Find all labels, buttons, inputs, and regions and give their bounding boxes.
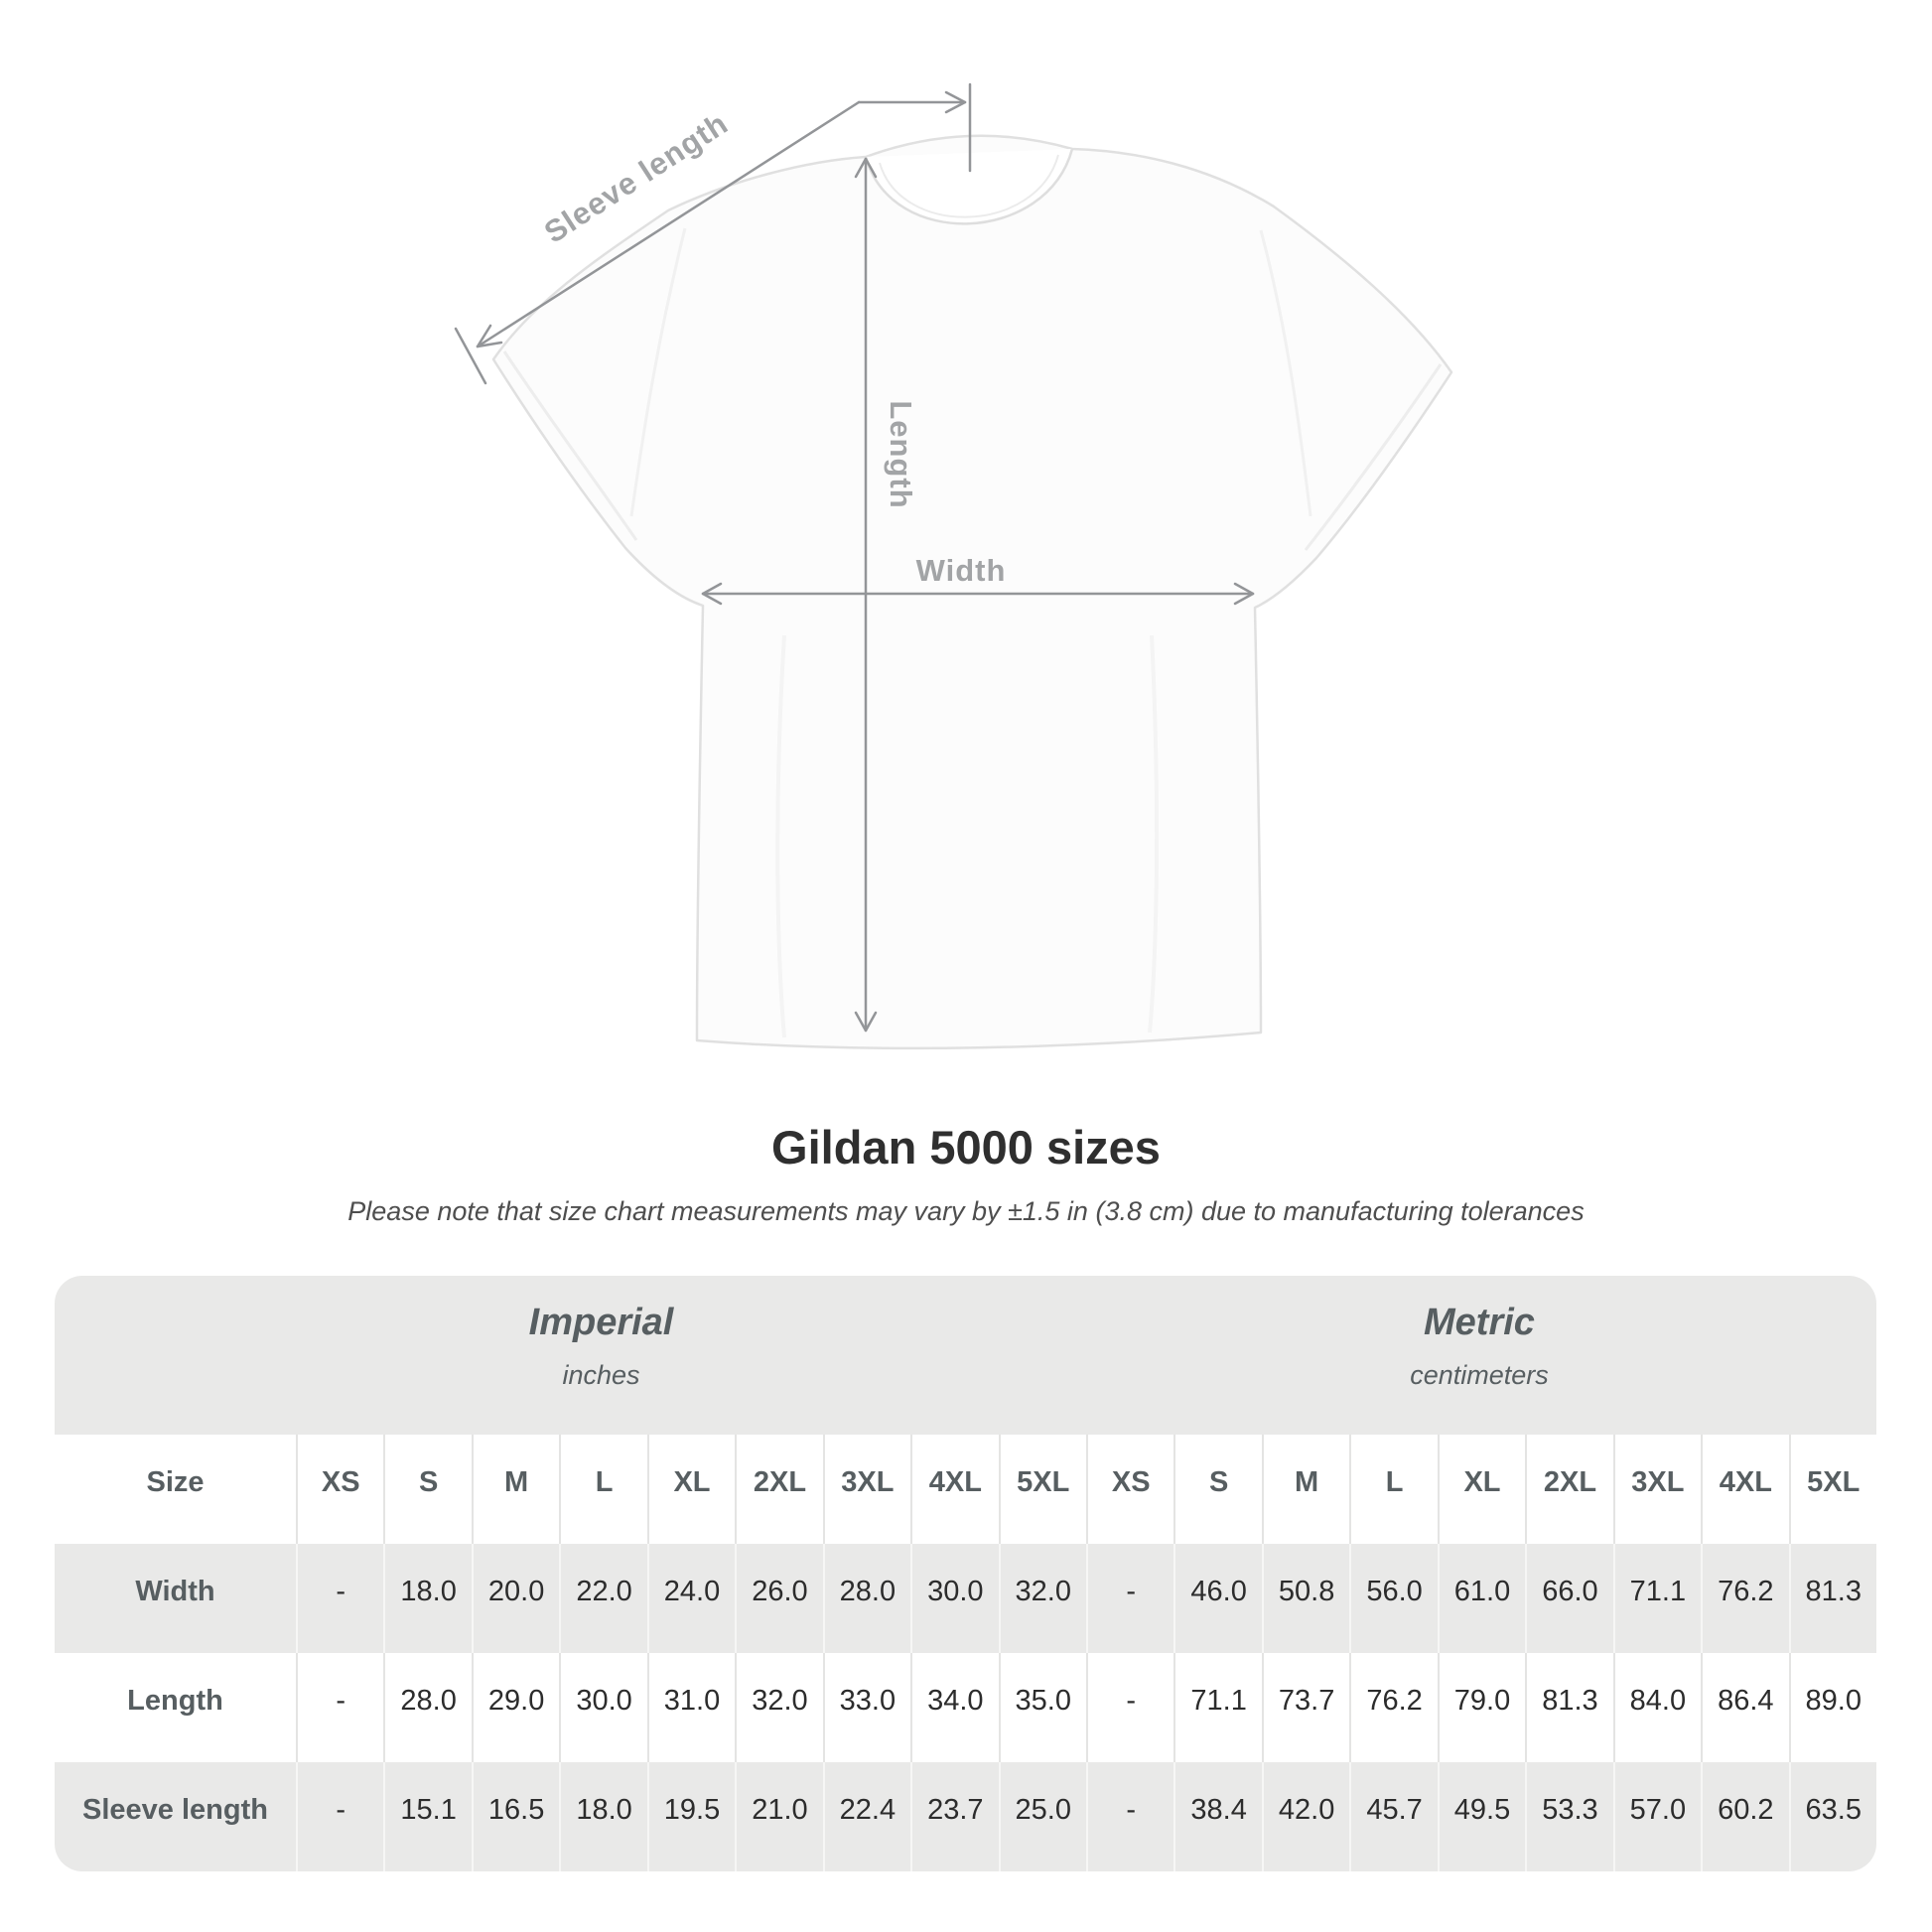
metric-section-header: Metric centimeters xyxy=(1410,1302,1549,1391)
table-row-length: Length - 28.0 29.0 30.0 31.0 32.0 33.0 3… xyxy=(55,1653,1876,1762)
size-col-metric-xs: XS xyxy=(1085,1435,1173,1544)
width-arrow xyxy=(701,582,1255,606)
table-cell: 28.0 xyxy=(822,1544,910,1653)
size-col-imperial-4xl: 4XL xyxy=(910,1435,998,1544)
table-cell: 19.5 xyxy=(646,1762,735,1871)
size-col-metric-s: S xyxy=(1173,1435,1261,1544)
table-cell: - xyxy=(296,1544,383,1653)
tolerance-note: Please note that size chart measurements… xyxy=(347,1196,1585,1226)
table-cell: 61.0 xyxy=(1437,1544,1525,1653)
table-cell: 15.1 xyxy=(383,1762,471,1871)
table-cell: 34.0 xyxy=(910,1653,998,1762)
size-col-imperial-xl: XL xyxy=(646,1435,735,1544)
size-col-imperial-3xl: 3XL xyxy=(822,1435,910,1544)
size-col-metric-5xl: 5XL xyxy=(1788,1435,1876,1544)
imperial-section-unit: inches xyxy=(562,1360,640,1390)
table-cell: 18.0 xyxy=(383,1544,471,1653)
size-col-metric-4xl: 4XL xyxy=(1701,1435,1788,1544)
size-corner-label: Size xyxy=(146,1465,205,1498)
table-cell: 30.0 xyxy=(910,1544,998,1653)
table-cell: 71.1 xyxy=(1612,1544,1701,1653)
size-col-metric-l: L xyxy=(1349,1435,1437,1544)
table-cell: 23.7 xyxy=(910,1762,998,1871)
size-col-imperial-xs: XS xyxy=(296,1435,383,1544)
table-cell: 89.0 xyxy=(1788,1653,1876,1762)
imperial-section-title: Imperial xyxy=(528,1302,674,1343)
table-row-sleeve-length: Sleeve length - 15.1 16.5 18.0 19.5 21.0… xyxy=(55,1762,1876,1871)
size-col-metric-m: M xyxy=(1261,1435,1349,1544)
table-cell: 16.5 xyxy=(471,1762,559,1871)
table-cell: 22.0 xyxy=(559,1544,646,1653)
size-col-metric-3xl: 3XL xyxy=(1612,1435,1701,1544)
table-cell: 38.4 xyxy=(1173,1762,1261,1871)
table-cell: 22.4 xyxy=(822,1762,910,1871)
table-cell: 50.8 xyxy=(1261,1544,1349,1653)
metric-section-unit: centimeters xyxy=(1410,1360,1549,1390)
table-cell: 18.0 xyxy=(559,1762,646,1871)
size-col-imperial-5xl: 5XL xyxy=(998,1435,1086,1544)
size-col-metric-2xl: 2XL xyxy=(1525,1435,1612,1544)
tshirt-illustration xyxy=(491,134,1453,1050)
table-cell: 76.2 xyxy=(1349,1653,1437,1762)
table-cell: 29.0 xyxy=(471,1653,559,1762)
page-title: Gildan 5000 sizes xyxy=(771,1121,1161,1173)
table-cell: 84.0 xyxy=(1612,1653,1701,1762)
table-cell: 42.0 xyxy=(1261,1762,1349,1871)
table-cell: 32.0 xyxy=(735,1653,822,1762)
table-cell: 71.1 xyxy=(1173,1653,1261,1762)
row-label-length: Length xyxy=(127,1684,223,1717)
table-cell: 81.3 xyxy=(1525,1653,1612,1762)
table-cell: 81.3 xyxy=(1788,1544,1876,1653)
table-cell: 49.5 xyxy=(1437,1762,1525,1871)
table-cell: 31.0 xyxy=(646,1653,735,1762)
table-cell: - xyxy=(1085,1653,1173,1762)
table-cell: 26.0 xyxy=(735,1544,822,1653)
table-cell: - xyxy=(1085,1762,1173,1871)
tshirt-measurement-diagram: Sleeve length Length Width xyxy=(454,82,1453,1050)
metric-section-title: Metric xyxy=(1424,1302,1535,1343)
table-cell: 66.0 xyxy=(1525,1544,1612,1653)
table-cell: - xyxy=(296,1653,383,1762)
table-cell: 25.0 xyxy=(998,1762,1086,1871)
row-label-width: Width xyxy=(135,1575,215,1607)
collar-outline xyxy=(864,148,1074,225)
table-cell: 32.0 xyxy=(998,1544,1086,1653)
size-col-metric-xl: XL xyxy=(1437,1435,1525,1544)
table-header-band: Imperial inches Metric centimeters xyxy=(55,1276,1876,1435)
size-col-imperial-m: M xyxy=(471,1435,559,1544)
table-cell: 86.4 xyxy=(1701,1653,1788,1762)
size-header-row: Size XS S M L XL 2XL 3XL 4XL 5XL XS S M … xyxy=(55,1435,1876,1544)
table-cell: 28.0 xyxy=(383,1653,471,1762)
table-cell: 76.2 xyxy=(1701,1544,1788,1653)
table-cell: 35.0 xyxy=(998,1653,1086,1762)
table-row-width: Width - 18.0 20.0 22.0 24.0 26.0 28.0 30… xyxy=(55,1544,1876,1653)
table-cell: 57.0 xyxy=(1612,1762,1701,1871)
table-cell: 24.0 xyxy=(646,1544,735,1653)
size-col-imperial-s: S xyxy=(383,1435,471,1544)
table-cell: 56.0 xyxy=(1349,1544,1437,1653)
table-cell: 45.7 xyxy=(1349,1762,1437,1871)
table-cell: 79.0 xyxy=(1437,1653,1525,1762)
table-cell: 63.5 xyxy=(1788,1762,1876,1871)
table-cell: 30.0 xyxy=(559,1653,646,1762)
length-label: Length xyxy=(884,400,918,508)
table-cell: 60.2 xyxy=(1701,1762,1788,1871)
width-label: Width xyxy=(916,553,1007,588)
table-cell: 53.3 xyxy=(1525,1762,1612,1871)
table-cell: 21.0 xyxy=(735,1762,822,1871)
size-col-imperial-2xl: 2XL xyxy=(735,1435,822,1544)
table-cell: 73.7 xyxy=(1261,1653,1349,1762)
table-cell: 33.0 xyxy=(822,1653,910,1762)
sleeve-length-arrow xyxy=(454,82,972,385)
measurement-lines xyxy=(454,82,1255,1033)
size-table: Imperial inches Metric centimeters Size … xyxy=(55,1276,1876,1871)
table-cell: 20.0 xyxy=(471,1544,559,1653)
imperial-section-header: Imperial inches xyxy=(529,1302,674,1391)
size-col-imperial-l: L xyxy=(559,1435,646,1544)
table-cell: - xyxy=(1085,1544,1173,1653)
row-label-sleeve-length: Sleeve length xyxy=(82,1793,268,1826)
table-cell: - xyxy=(296,1762,383,1871)
table-cell: 46.0 xyxy=(1173,1544,1261,1653)
